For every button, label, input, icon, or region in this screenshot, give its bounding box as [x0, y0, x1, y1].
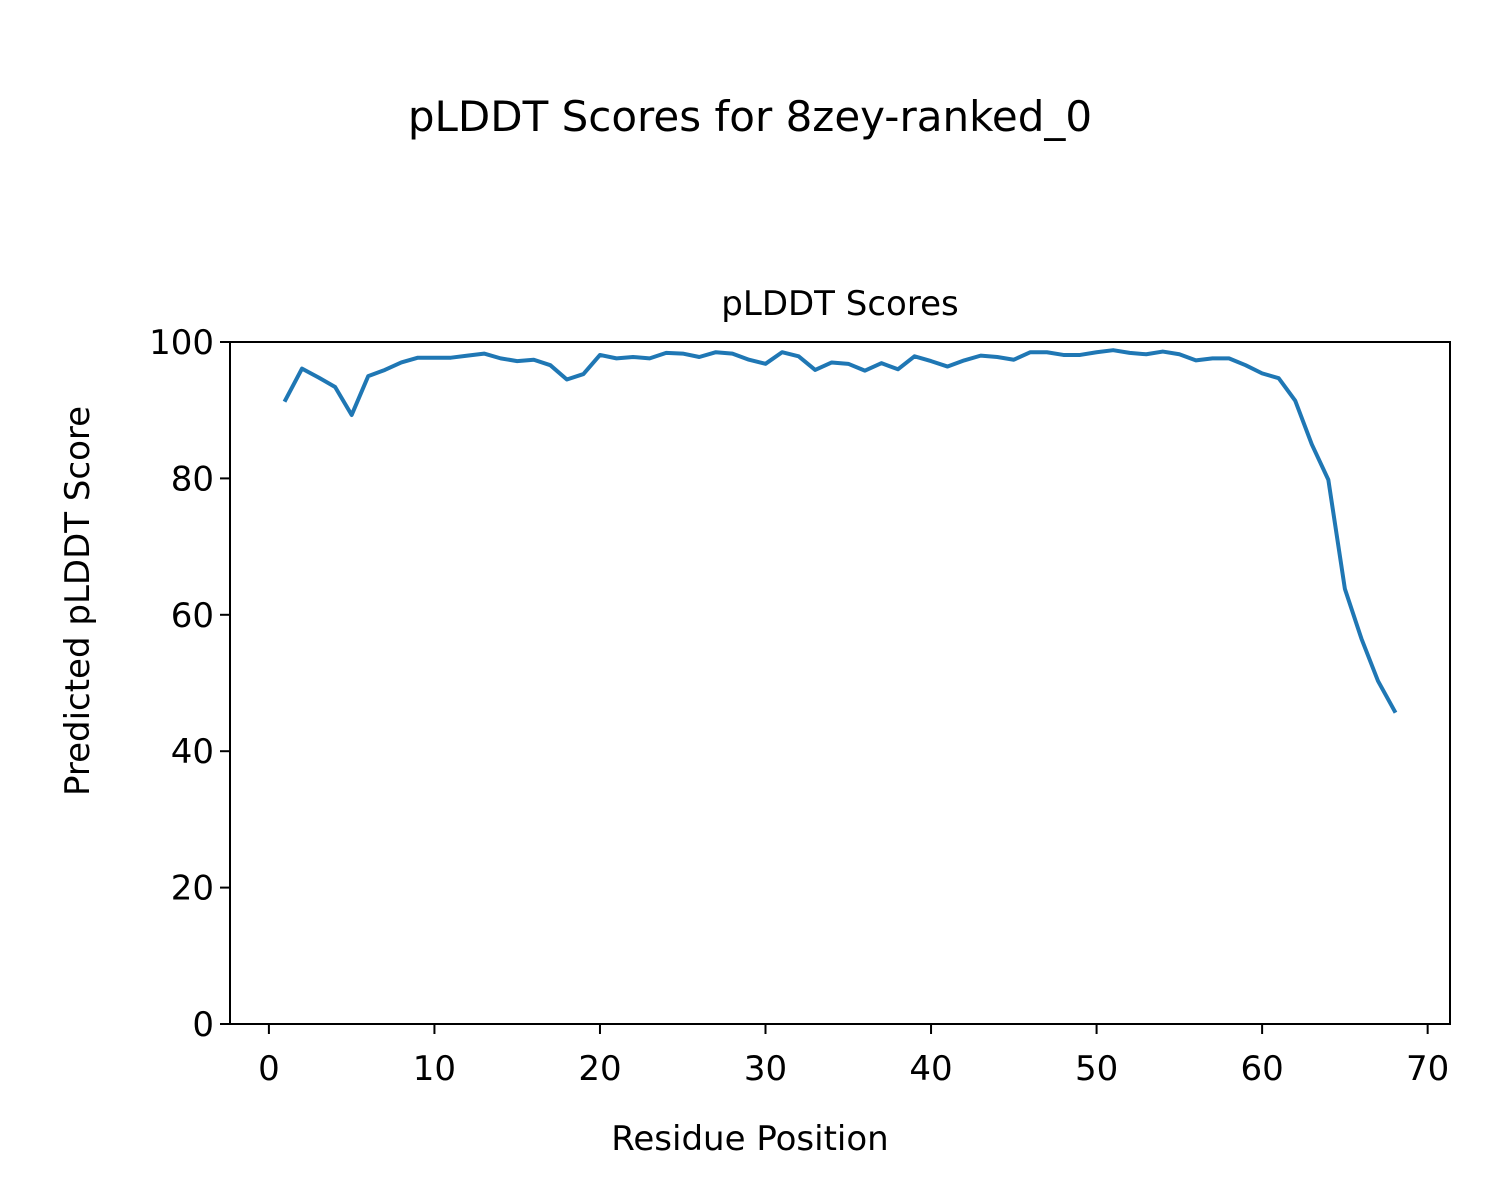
- y-tick-label: 0: [192, 1005, 214, 1045]
- x-tick-label: 30: [744, 1049, 787, 1089]
- plot-area-frame: [229, 341, 1451, 1025]
- y-axis-label: Predicted pLDDT Score: [58, 406, 98, 796]
- y-axis-ticks: 0 20 40 60 80 100: [149, 323, 230, 1045]
- plddt-series-line: [282, 348, 1398, 714]
- y-tick-label: 40: [171, 732, 214, 772]
- x-tick-label: 10: [413, 1049, 456, 1089]
- x-tick-label: 20: [578, 1049, 621, 1089]
- y-tick-label: 60: [171, 596, 214, 636]
- axes-title: pLDDT Scores: [721, 284, 958, 324]
- x-axis-ticks: 0 10 20 30 40 50 60 70: [258, 1024, 1449, 1089]
- x-tick-label: 40: [909, 1049, 952, 1089]
- x-tick-label: 60: [1240, 1049, 1283, 1089]
- x-tick-label: 50: [1075, 1049, 1118, 1089]
- y-tick-label: 100: [149, 323, 214, 363]
- x-axis-label: Residue Position: [611, 1119, 888, 1159]
- x-tick-label: 0: [258, 1049, 280, 1089]
- y-tick-label: 80: [171, 459, 214, 499]
- figure-suptitle: pLDDT Scores for 8zey-ranked_0: [407, 92, 1093, 141]
- y-tick-label: 20: [171, 869, 214, 909]
- x-tick-label: 70: [1406, 1049, 1449, 1089]
